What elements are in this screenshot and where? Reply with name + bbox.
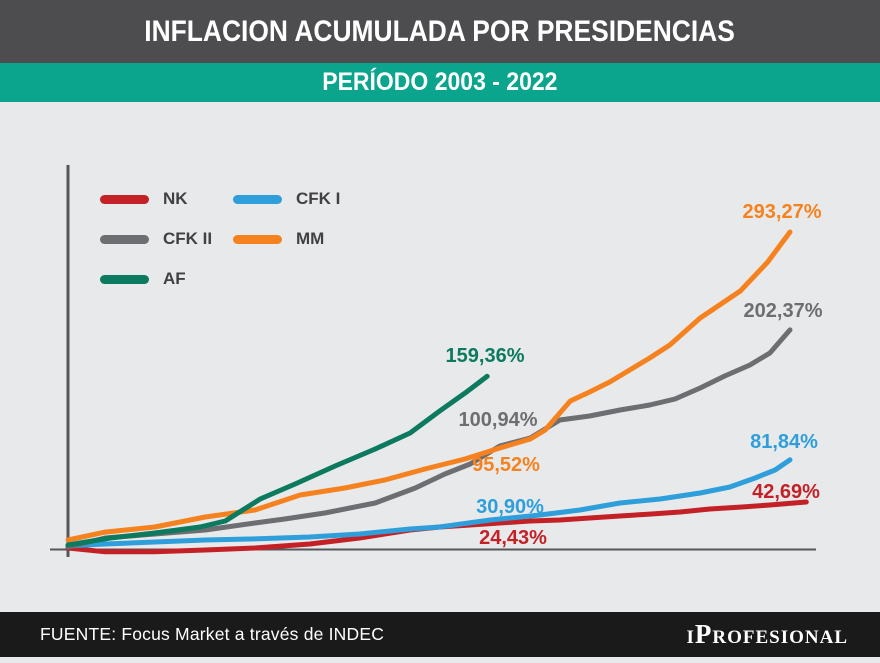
legend-item-mm: MM: [233, 229, 340, 249]
subtitle: PERÍODO 2003 - 2022: [322, 68, 558, 96]
legend-label: MM: [296, 229, 325, 248]
legend-item-nk: NK: [100, 189, 233, 209]
legend-item-cfk-i: CFK I: [233, 189, 340, 209]
legend-swatch-nk: [100, 194, 149, 204]
subtitle-band: PERÍODO 2003 - 2022: [0, 63, 880, 102]
legend-swatch-cfk-i: [233, 194, 282, 204]
source-note: FUENTE: Focus Market a través de INDEC: [40, 624, 385, 644]
chart-legend: NK CFK I CFK II MM AF: [100, 189, 340, 289]
legend-swatch-mm: [233, 234, 282, 244]
legend-swatch-af: [100, 274, 149, 284]
legend-item-cfk-ii: CFK II: [100, 229, 233, 249]
iprofesional-logo: iProfesional: [686, 619, 848, 649]
legend-label: AF: [163, 269, 186, 288]
legend-item-af: AF: [100, 269, 233, 289]
chart-area: [0, 102, 880, 612]
page-title: INFLACION ACUMULADA POR PRESIDENCIAS: [144, 14, 736, 48]
footer-bar: FUENTE: Focus Market a través de INDEC i…: [0, 612, 880, 657]
legend-swatch-cfk-ii: [100, 234, 149, 244]
legend-label: CFK II: [163, 229, 213, 248]
legend-label: NK: [163, 189, 188, 208]
legend-label: CFK I: [296, 189, 341, 208]
header-bar: INFLACION ACUMULADA POR PRESIDENCIAS: [0, 0, 880, 63]
